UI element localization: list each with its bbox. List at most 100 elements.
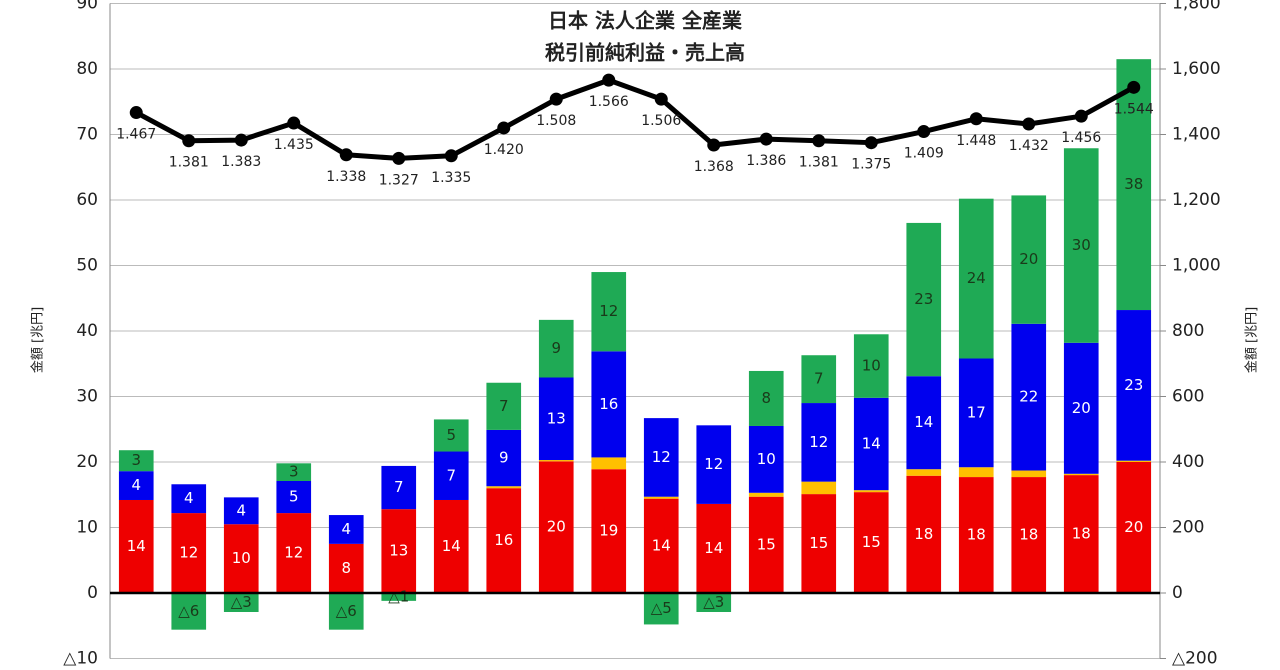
- bar-segment: [801, 494, 837, 593]
- data-label: 10: [232, 549, 251, 567]
- bar-segment: [591, 469, 627, 593]
- y2-tick-label: 1,200: [1172, 190, 1221, 210]
- bar-segment: [591, 457, 627, 470]
- line: [135, 77, 1135, 161]
- bar-segment: [1116, 310, 1152, 461]
- bar-segment: [853, 397, 889, 491]
- line-point: [917, 125, 931, 139]
- bar-segment: [538, 377, 574, 461]
- data-label: △1: [388, 587, 409, 605]
- data-label: 1.383: [221, 154, 261, 170]
- bar-segment: [748, 496, 784, 593]
- data-label: △3: [703, 593, 724, 611]
- data-label: 4: [131, 476, 141, 494]
- bar-segment: [1063, 148, 1099, 343]
- data-label: 1.435: [274, 137, 314, 153]
- data-label: 1.375: [851, 157, 891, 173]
- bar-segment: [748, 370, 784, 426]
- bar-segment: [171, 484, 207, 514]
- bar-segment: [328, 515, 364, 544]
- bar-segment: [486, 382, 522, 430]
- y-tick-label: △10: [63, 649, 98, 669]
- bar-segment: [1063, 473, 1099, 476]
- bar-segment: [328, 543, 364, 593]
- bar-segment: [486, 488, 522, 593]
- data-label: 13: [547, 409, 566, 427]
- data-label: 12: [704, 455, 723, 473]
- data-label: 1.381: [169, 155, 209, 171]
- line-point: [864, 136, 878, 150]
- bar-segment: [171, 593, 207, 630]
- data-label: 1.456: [1061, 130, 1101, 146]
- bar-segment: [906, 376, 942, 470]
- line-point: [392, 151, 406, 165]
- data-label: 18: [967, 526, 986, 544]
- y-tick-label: 50: [76, 256, 98, 276]
- bar-segment: [853, 334, 889, 398]
- data-label: 12: [599, 302, 618, 320]
- bar-segment: [696, 503, 732, 593]
- data-label: 17: [967, 403, 986, 421]
- bar-segment: [696, 593, 732, 612]
- bar-segment: [538, 461, 574, 593]
- line-point: [1074, 109, 1088, 123]
- y2-tick-label: 600: [1172, 387, 1204, 407]
- data-label: 7: [814, 370, 824, 388]
- bar-segment: [223, 524, 259, 593]
- data-label: 23: [914, 290, 933, 308]
- bar-segment: [433, 419, 469, 452]
- data-label: 23: [1124, 376, 1143, 394]
- data-label: 12: [809, 433, 828, 451]
- data-label: 10: [862, 357, 881, 375]
- bar-segment: [1011, 323, 1047, 471]
- data-label: 1.448: [956, 133, 996, 149]
- line-point: [602, 73, 616, 87]
- y-tick-label: 90: [76, 0, 98, 14]
- bar-segment: [276, 513, 312, 593]
- line-point: [707, 138, 721, 152]
- data-label: 18: [1019, 526, 1038, 544]
- y-tick-label: 10: [76, 518, 98, 538]
- line-point: [549, 92, 563, 106]
- data-label: 12: [652, 448, 671, 466]
- line-point: [759, 132, 773, 146]
- bar-segment: [381, 593, 417, 601]
- bar-segment: [801, 403, 837, 482]
- bar-segment: [748, 425, 784, 493]
- bar-segment: [276, 480, 312, 514]
- bar-segment: [643, 593, 679, 625]
- bar-segment: [1063, 342, 1099, 474]
- bar-segment: [696, 425, 732, 504]
- data-label: 5: [446, 426, 456, 444]
- data-label: 1.566: [589, 94, 629, 110]
- data-label: 20: [1019, 250, 1038, 268]
- line-point: [339, 148, 353, 162]
- data-label: 7: [394, 478, 404, 496]
- line-point: [444, 149, 458, 163]
- data-label: 22: [1019, 388, 1038, 406]
- y2-tick-label: 200: [1172, 518, 1204, 538]
- y-tick-label: 40: [76, 321, 98, 341]
- y2-tick-label: 1,400: [1172, 125, 1221, 145]
- bar-segment: [433, 451, 469, 500]
- data-label: 16: [494, 531, 513, 549]
- bar-segment: [958, 198, 994, 359]
- y2-tick-label: 0: [1172, 583, 1183, 603]
- y-tick-label: 60: [76, 190, 98, 210]
- chart-title: 日本 法人企業 全産業: [548, 9, 743, 33]
- data-label: 4: [341, 520, 351, 538]
- data-label: 18: [914, 525, 933, 543]
- data-label: 20: [547, 518, 566, 536]
- data-label: 14: [652, 536, 671, 554]
- bar-segment: [958, 358, 994, 468]
- bar-segment: [748, 492, 784, 497]
- data-label: 30: [1072, 236, 1091, 254]
- data-label: 7: [446, 466, 456, 484]
- data-label: 1.432: [1009, 138, 1049, 154]
- y-tick-label: 30: [76, 387, 98, 407]
- y2-axis-label: 金額 [兆円]: [1244, 307, 1260, 373]
- line-point: [287, 116, 301, 130]
- bar-segment: [381, 465, 417, 510]
- data-label: 1.420: [484, 142, 524, 158]
